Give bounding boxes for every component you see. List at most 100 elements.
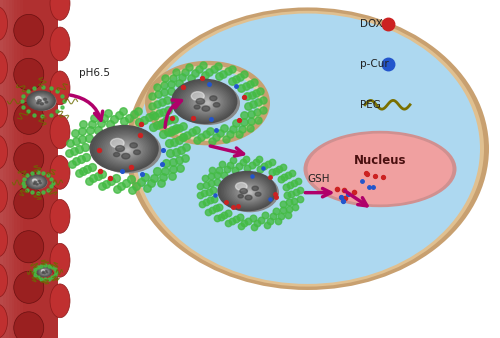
Circle shape: [192, 92, 220, 112]
Circle shape: [39, 268, 50, 275]
Circle shape: [46, 270, 47, 271]
Circle shape: [39, 268, 50, 275]
FancyArrowPatch shape: [70, 95, 102, 120]
FancyArrowPatch shape: [210, 146, 244, 156]
Circle shape: [42, 270, 44, 271]
Circle shape: [176, 82, 234, 121]
Circle shape: [44, 271, 46, 272]
Circle shape: [94, 128, 155, 169]
Circle shape: [30, 93, 53, 109]
Circle shape: [36, 182, 39, 184]
Circle shape: [107, 137, 144, 162]
Circle shape: [28, 92, 54, 110]
Circle shape: [174, 80, 236, 122]
Circle shape: [244, 188, 255, 196]
Circle shape: [109, 138, 143, 161]
Circle shape: [46, 272, 48, 273]
Circle shape: [35, 181, 40, 184]
Circle shape: [206, 102, 209, 104]
Circle shape: [28, 92, 54, 109]
Ellipse shape: [50, 27, 70, 61]
Circle shape: [236, 183, 262, 201]
Circle shape: [224, 176, 271, 207]
FancyArrowPatch shape: [345, 191, 367, 206]
Circle shape: [114, 142, 138, 158]
Circle shape: [179, 84, 231, 119]
Ellipse shape: [14, 271, 44, 304]
Circle shape: [33, 179, 41, 185]
Ellipse shape: [0, 223, 8, 257]
Circle shape: [26, 175, 46, 189]
Circle shape: [175, 81, 240, 125]
Circle shape: [197, 96, 216, 109]
Ellipse shape: [50, 115, 70, 149]
Ellipse shape: [50, 199, 70, 233]
Ellipse shape: [145, 61, 270, 145]
FancyArrowPatch shape: [165, 100, 182, 127]
Ellipse shape: [156, 69, 258, 138]
Circle shape: [37, 102, 40, 104]
Circle shape: [28, 176, 46, 188]
Circle shape: [200, 98, 213, 107]
Circle shape: [98, 130, 152, 167]
Ellipse shape: [304, 131, 456, 207]
Ellipse shape: [152, 65, 264, 141]
Circle shape: [240, 186, 258, 198]
Circle shape: [41, 269, 48, 274]
Ellipse shape: [14, 312, 44, 338]
Ellipse shape: [50, 243, 70, 277]
Circle shape: [38, 98, 46, 104]
Circle shape: [36, 182, 38, 183]
Circle shape: [182, 87, 228, 117]
Circle shape: [45, 101, 48, 103]
Ellipse shape: [0, 135, 8, 169]
Circle shape: [198, 97, 215, 108]
Circle shape: [30, 177, 44, 187]
Circle shape: [210, 96, 217, 101]
Circle shape: [40, 99, 45, 103]
Circle shape: [36, 97, 48, 105]
Circle shape: [172, 79, 237, 123]
Circle shape: [40, 183, 42, 184]
Circle shape: [247, 191, 252, 194]
Circle shape: [36, 184, 38, 185]
Circle shape: [36, 181, 40, 184]
Text: Nucleus: Nucleus: [354, 154, 406, 167]
Circle shape: [202, 106, 210, 111]
Circle shape: [245, 195, 252, 200]
Circle shape: [122, 153, 130, 159]
Circle shape: [193, 94, 219, 111]
Text: GSH: GSH: [308, 174, 330, 184]
Circle shape: [118, 144, 135, 156]
Ellipse shape: [14, 15, 44, 47]
Ellipse shape: [0, 304, 8, 338]
Circle shape: [188, 90, 224, 114]
Circle shape: [92, 127, 156, 170]
Circle shape: [228, 178, 268, 205]
Circle shape: [230, 179, 267, 204]
Circle shape: [242, 187, 256, 197]
Bar: [14, 0, 17, 338]
Circle shape: [28, 176, 45, 188]
Text: pH6.5: pH6.5: [80, 68, 110, 78]
Circle shape: [38, 267, 51, 276]
Circle shape: [120, 145, 134, 155]
Circle shape: [252, 186, 258, 191]
Circle shape: [32, 179, 36, 182]
Ellipse shape: [0, 179, 8, 213]
Circle shape: [42, 270, 47, 273]
Ellipse shape: [14, 58, 44, 91]
Circle shape: [37, 182, 38, 183]
Bar: [6, 0, 8, 338]
Circle shape: [38, 267, 52, 276]
Circle shape: [41, 269, 48, 274]
Circle shape: [34, 183, 35, 184]
Circle shape: [102, 133, 149, 165]
Circle shape: [44, 98, 46, 100]
Circle shape: [239, 185, 259, 199]
Circle shape: [105, 136, 146, 163]
Circle shape: [42, 272, 43, 273]
Circle shape: [124, 148, 130, 152]
Circle shape: [38, 267, 50, 276]
Circle shape: [195, 95, 218, 110]
